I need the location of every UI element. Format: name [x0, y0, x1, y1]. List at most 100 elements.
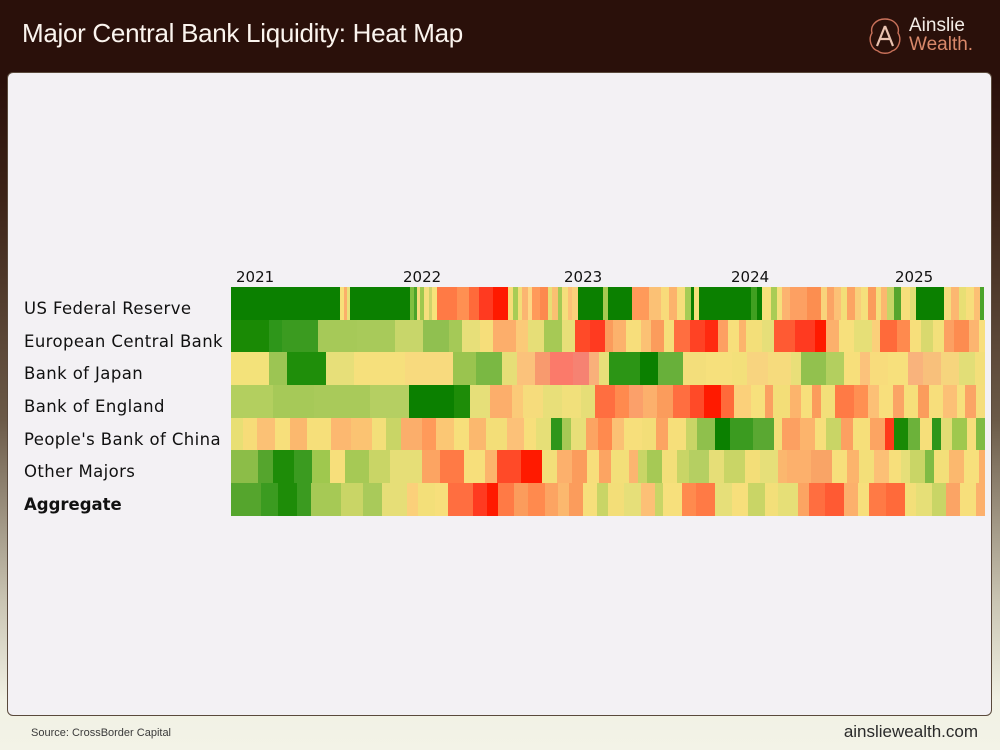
heatmap-cell: [801, 385, 813, 418]
heatmap-cell: [752, 417, 774, 451]
heatmap-cell: [858, 483, 870, 516]
heatmap-cell: [453, 352, 477, 386]
heatmap-cell: [561, 287, 568, 320]
heatmap-cell: [468, 287, 479, 320]
heatmap-cell: [975, 417, 985, 451]
heatmap-cell: [448, 483, 474, 516]
heatmap-cell: [734, 385, 752, 418]
heatmap-cell: [595, 385, 615, 418]
heatmap-cell: [933, 450, 949, 484]
brand-logo[interactable]: Ainslie Wealth.: [866, 14, 992, 60]
heatmap-cell: [356, 319, 396, 353]
heatmap-cell: [612, 417, 624, 451]
heatmap-cell: [953, 319, 970, 353]
heatmap-row-aggregate: [231, 483, 985, 516]
heatmap-cell: [951, 287, 959, 320]
heatmap-cell: [420, 287, 425, 320]
heatmap-cell: [959, 352, 975, 386]
heatmap-cell: [689, 385, 704, 418]
heatmap-cell: [571, 287, 578, 320]
heatmap-cell: [596, 483, 608, 516]
heatmap-cell: [489, 385, 512, 418]
heatmap-row-european-central-bank: [231, 319, 985, 353]
heatmap-cell: [654, 483, 663, 516]
heatmap-cell: [625, 319, 642, 353]
heatmap-cell: [820, 385, 835, 418]
heatmap-cell: [660, 287, 670, 320]
heatmap-cell: [787, 450, 812, 484]
heatmap-cell: [910, 319, 921, 353]
heatmap-cell: [437, 287, 458, 320]
heatmap-cell: [282, 319, 319, 353]
heatmap-cell: [540, 287, 548, 320]
heatmap-cell: [523, 385, 543, 418]
heatmap-cell: [778, 450, 788, 484]
heatmap-cell: [800, 352, 827, 386]
heatmap-cell: [689, 319, 706, 353]
heatmap-cell: [603, 287, 608, 320]
heatmap-cell: [909, 450, 925, 484]
heatmap-cell: [417, 287, 421, 320]
heatmap-cell: [550, 352, 574, 386]
heatmap-cell: [762, 287, 772, 320]
heatmap-cell: [667, 417, 686, 451]
heatmap-cell: [476, 352, 502, 386]
heatmap-cell: [344, 287, 348, 320]
heatmap-cell: [422, 450, 441, 484]
heatmap-cell: [790, 352, 801, 386]
heatmap-cell: [531, 287, 541, 320]
heatmap-cell: [453, 417, 469, 451]
heatmap-cell: [853, 319, 872, 353]
heatmap-cell: [649, 287, 661, 320]
heatmap-cell: [597, 417, 613, 451]
heatmap-cell: [840, 417, 853, 451]
row-labels: US Federal Reserve European Central Bank…: [24, 293, 223, 522]
heatmap-row-bank-of-england: [231, 385, 985, 418]
heatmap-cell: [628, 450, 638, 484]
heatmap-cell: [669, 287, 677, 320]
heatmap-cell: [706, 352, 732, 386]
heatmap-cell: [969, 319, 980, 353]
heatmap-cell: [404, 352, 454, 386]
heatmap-row-other-majors: [231, 450, 985, 484]
heatmap-cell: [728, 319, 739, 353]
heatmap-cell: [640, 483, 655, 516]
heatmap-cell: [571, 417, 586, 451]
heatmap-cell: [867, 385, 880, 418]
heatmap-cell: [765, 385, 774, 418]
heatmap-cell: [371, 417, 387, 451]
heatmap-cell: [799, 417, 815, 451]
heatmap-cell: [547, 287, 552, 320]
heatmap-cell: [884, 417, 894, 451]
heatmap-cell: [747, 352, 768, 386]
heatmap-cell: [339, 287, 345, 320]
heatmap-cell: [751, 385, 766, 418]
heatmap-cell: [557, 287, 562, 320]
heatmap-cell: [924, 450, 934, 484]
heatmap-cell: [497, 450, 522, 484]
heatmap-cell: [773, 417, 783, 451]
heatmap-cell: [657, 352, 684, 386]
heatmap-cell: [825, 319, 839, 353]
heatmap-cell: [513, 287, 518, 320]
heatmap-cell: [944, 287, 952, 320]
heatmap-cell: [639, 352, 658, 386]
heatmap-cell: [756, 287, 763, 320]
heatmap-cell: [685, 417, 698, 451]
heatmap-cell: [812, 385, 821, 418]
heatmap-cell: [673, 385, 690, 418]
heatmap-cell: [695, 483, 716, 516]
heatmap-cell: [517, 352, 536, 386]
heatmap-cell: [943, 319, 954, 353]
website-link[interactable]: ainsliewealth.com: [843, 722, 978, 741]
heatmap-cell: [623, 417, 642, 451]
heatmap-cell: [272, 385, 315, 418]
heatmap-cell: [946, 483, 960, 516]
heatmap-cell: [289, 417, 308, 451]
heatmap-cell: [869, 352, 888, 386]
heatmap-cell: [231, 417, 243, 451]
heatmap-cell: [875, 287, 882, 320]
heatmap-cell: [682, 483, 696, 516]
heatmap-cell: [632, 287, 650, 320]
heatmap-cell: [852, 417, 871, 451]
